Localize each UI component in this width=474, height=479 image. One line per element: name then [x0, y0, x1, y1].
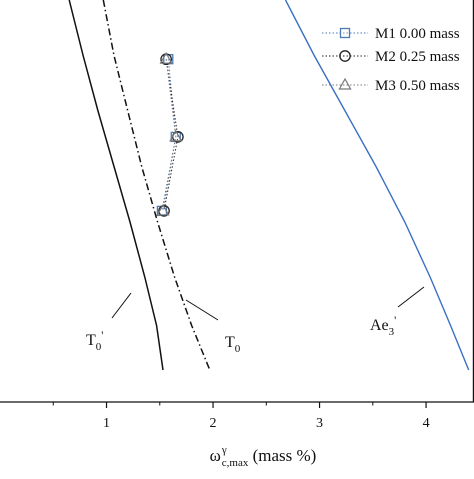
- curve-label: T0': [86, 328, 103, 353]
- curve-label: Ae3': [370, 313, 396, 338]
- curve-line: [102, 0, 211, 371]
- curve-label-leader: [397, 286, 425, 308]
- legend-label: M3 0.50 mass: [375, 78, 460, 94]
- data-point: [338, 77, 352, 90]
- legend: M1 0.00 mass M2 0.25 mass M3 0.50 mass: [322, 26, 460, 94]
- data-point: [156, 203, 170, 216]
- data-point: [159, 51, 173, 64]
- legend-label: M2 0.25 mass: [375, 49, 460, 65]
- series-line: [162, 59, 177, 211]
- axes: 1 2 3 4: [0, 0, 474, 431]
- legend-label: M1 0.00 mass: [375, 26, 460, 42]
- data-point: [169, 129, 183, 142]
- x-tick-label: 1: [103, 416, 110, 431]
- curve-label-leader: [185, 299, 219, 321]
- curve-line: [68, 0, 164, 371]
- x-axis-title: ωγ c,max (mass %): [210, 444, 317, 469]
- x-tick-label: 4: [423, 416, 430, 431]
- curves: [68, 0, 470, 371]
- x-tick-label: 3: [316, 416, 323, 431]
- data-point: [339, 27, 351, 39]
- curve-labels: T0' T0 Ae3': [86, 286, 425, 355]
- curve-label: T0: [225, 334, 241, 355]
- curve-label-leader: [111, 292, 132, 319]
- curve-line: [284, 0, 470, 371]
- x-tick-label: 2: [210, 416, 217, 431]
- data-point: [339, 50, 351, 62]
- data-series: [156, 51, 184, 217]
